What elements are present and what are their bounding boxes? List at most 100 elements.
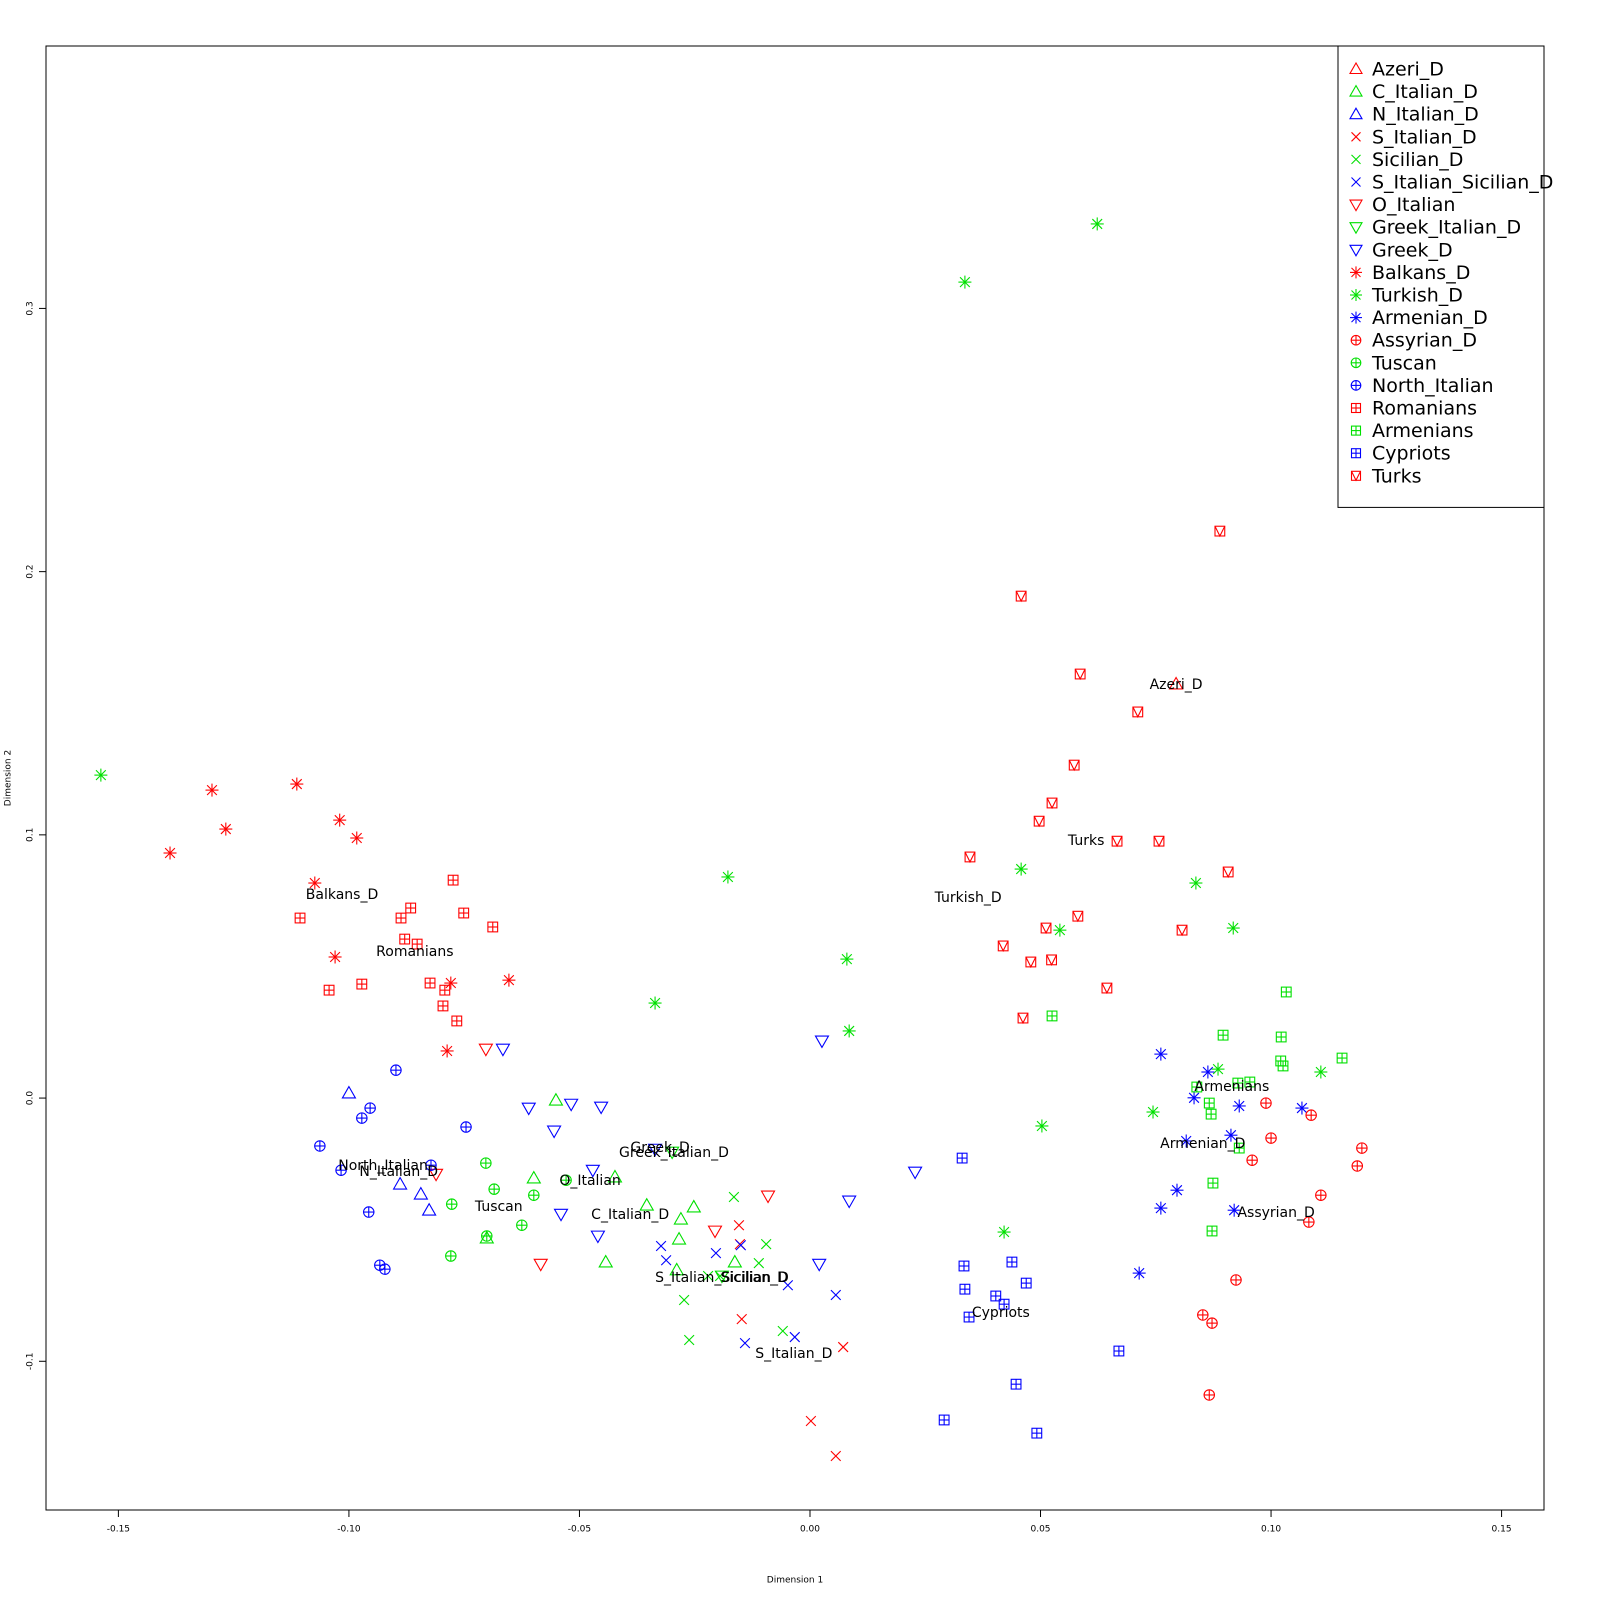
point (1207, 1177, 1219, 1189)
legend-marker (1350, 448, 1362, 459)
point (1224, 1128, 1238, 1142)
legend-label: C_Italian_D (1372, 81, 1478, 103)
marker-part (736, 1313, 748, 1325)
point (1025, 956, 1037, 969)
legend-label: Azeri_D (1372, 59, 1444, 81)
marker-part (1132, 706, 1144, 718)
point (1280, 986, 1292, 998)
marker-part (964, 851, 976, 864)
point (94, 768, 108, 782)
y-tick-label: -0.1 (26, 1353, 36, 1371)
marker-part (830, 1450, 842, 1462)
marker-part (639, 1197, 655, 1211)
annotation: Greek_Italian_D (619, 1145, 729, 1161)
annotation: Assyrian_D (1237, 1205, 1314, 1221)
y-tick-label: 0.1 (26, 828, 36, 842)
marker-part (1176, 924, 1188, 936)
marker-part (1349, 61, 1363, 75)
marker-part (1046, 797, 1058, 810)
point (440, 1044, 454, 1058)
point (1176, 924, 1188, 937)
x-tick-label: 0.15 (1492, 1525, 1512, 1535)
marker-part (671, 1231, 687, 1245)
point (1314, 1065, 1328, 1079)
legend-label: Turks (1371, 465, 1421, 487)
point (1246, 1154, 1258, 1166)
point (1111, 835, 1123, 848)
marker-part (647, 1143, 663, 1157)
point (830, 1450, 842, 1462)
legend-marker (1349, 84, 1363, 97)
point (841, 1195, 857, 1209)
point (1189, 876, 1203, 890)
marker-part (1033, 815, 1045, 827)
legend-label: Turkish_D (1371, 285, 1463, 307)
point (563, 1098, 579, 1112)
point (437, 1000, 449, 1012)
x-axis-label: Dimension 1 (767, 1576, 823, 1586)
point (424, 977, 436, 989)
marker-part (1111, 835, 1123, 847)
annotation: Azeri_D (1150, 677, 1203, 693)
point (1244, 1076, 1256, 1088)
point (789, 1331, 801, 1343)
legend-marker (1350, 311, 1362, 324)
point (1031, 1427, 1043, 1439)
point (598, 1254, 614, 1268)
point (439, 984, 451, 996)
x-tick-label: -0.10 (337, 1525, 361, 1535)
point (1201, 1065, 1215, 1079)
point (938, 1414, 950, 1426)
point (356, 1112, 368, 1124)
point (1315, 1189, 1327, 1201)
legend-label: S_Italian_Sicilian_D (1372, 172, 1553, 194)
marker-part (782, 1279, 794, 1291)
point (714, 1270, 730, 1284)
legend-marker (1351, 131, 1361, 142)
marker-part (546, 1125, 562, 1139)
point (528, 1189, 540, 1201)
marker-part (607, 1169, 623, 1183)
point (683, 1334, 695, 1346)
legend-label: Cypriots (1372, 443, 1451, 465)
point (163, 846, 177, 860)
point (805, 1415, 817, 1427)
marker-part (1101, 982, 1113, 994)
point (678, 1294, 690, 1306)
marker-part (1214, 525, 1226, 538)
marker-part (1222, 866, 1234, 878)
marker-part (760, 1190, 776, 1204)
point (1265, 1132, 1277, 1144)
legend-marker (1349, 222, 1363, 235)
marker-part (714, 1270, 730, 1284)
marker-part (733, 1219, 745, 1231)
point (1197, 1309, 1209, 1321)
point (671, 1231, 687, 1245)
marker-part (686, 1199, 702, 1213)
marker-part (1046, 954, 1058, 966)
marker-part (1349, 222, 1363, 235)
point (1090, 217, 1104, 231)
point (1206, 1317, 1218, 1329)
marker-part (1040, 922, 1052, 934)
marker-part (739, 1337, 751, 1349)
legend-label: S_Italian_D (1372, 126, 1477, 148)
marker-part (1351, 154, 1361, 165)
point (664, 1146, 680, 1160)
point (1014, 862, 1028, 876)
marker-part (1068, 759, 1080, 772)
point (1006, 1256, 1018, 1268)
marker-part (997, 940, 1009, 953)
point (958, 1260, 970, 1272)
point (647, 1143, 663, 1157)
marker-part (1068, 759, 1080, 771)
marker-part (814, 1035, 830, 1049)
point (1153, 835, 1165, 848)
marker-part (714, 1270, 726, 1282)
marker-part (421, 1202, 437, 1216)
point (648, 996, 662, 1010)
point (516, 1219, 528, 1231)
annotation: O_Italian (559, 1173, 620, 1189)
point (814, 1035, 830, 1049)
